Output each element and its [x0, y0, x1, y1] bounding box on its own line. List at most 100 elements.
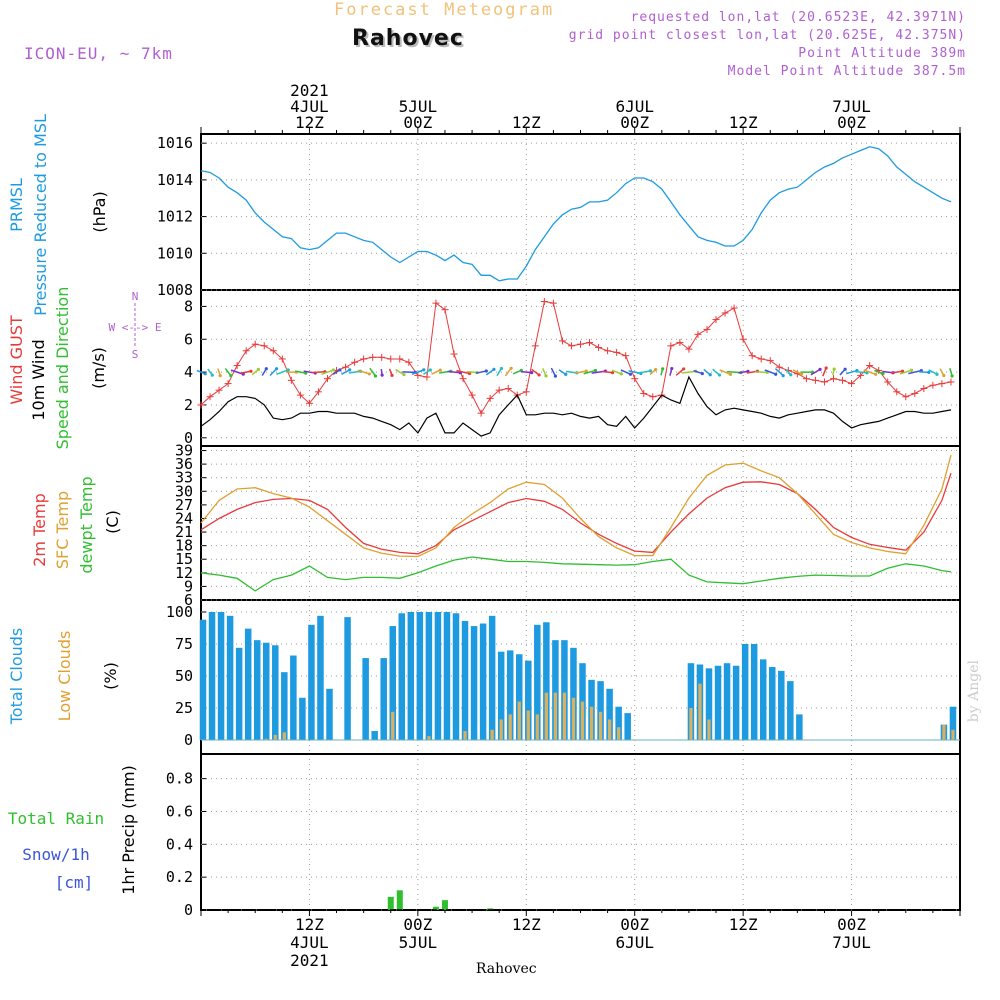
wind-arrow-head — [584, 369, 588, 373]
wind-direction-arrow — [899, 369, 912, 375]
y-tick-label: 39 — [175, 442, 193, 460]
wind-arrow-head — [537, 373, 541, 377]
top-time-label: 2021 — [290, 81, 329, 100]
wind-arrow-head — [390, 373, 394, 377]
temp-2m-line — [200, 472, 952, 555]
total-cloud-bar — [199, 619, 207, 740]
wind-arrow-head — [935, 372, 939, 376]
total-cloud-bar — [741, 644, 749, 740]
bottom-time-label: 12Z — [729, 915, 758, 934]
wind-arrow-head — [509, 366, 513, 370]
wind-arrow-head — [927, 370, 931, 374]
y-tick-label: 2 — [184, 396, 193, 414]
low-cloud-bar — [544, 692, 548, 740]
wind-arrow-head — [438, 368, 442, 372]
wind-arrow-head — [373, 374, 378, 378]
y-tick-label: 0.6 — [166, 802, 193, 820]
low-cloud-bar — [562, 692, 567, 740]
y-tick-label: 0 — [184, 901, 193, 919]
wind-arrow-head — [499, 366, 504, 371]
bottom-time-label: 00Z — [620, 915, 649, 934]
top-time-label: 6JUL — [615, 97, 654, 116]
wind-arrow-head — [717, 373, 722, 377]
wind-direction-arrow — [241, 370, 252, 374]
label-pressure-reduced: Pressure Reduced to MSL — [31, 114, 50, 316]
wind-arrow-head — [422, 368, 426, 372]
wind-arrow-head — [708, 373, 712, 377]
wind-arrow-head — [218, 374, 222, 378]
wind-arrow-head — [700, 371, 704, 376]
label-ms: (m/s) — [89, 347, 108, 389]
total-cloud-bar — [768, 667, 776, 740]
total-cloud-bar — [434, 612, 442, 740]
wind-arrow-head — [367, 372, 371, 376]
wind-arrow-head — [950, 374, 954, 378]
label-total-rain: Total Rain — [8, 809, 104, 828]
top-time-label: 00Z — [403, 113, 432, 132]
wind-arrow-head — [428, 368, 432, 372]
low-cloud-bar — [942, 724, 946, 740]
total-cloud-bar — [506, 650, 514, 740]
wind-direction-arrow — [810, 368, 821, 376]
bottom-time-label: 12Z — [295, 915, 324, 934]
wind-arrow-head — [774, 372, 778, 376]
wind-arrow-head — [843, 367, 847, 371]
y-tick-label: 8 — [184, 297, 193, 315]
y-tick-label: 21 — [175, 523, 193, 541]
footer-location: Rahovec — [476, 961, 537, 977]
y-tick-label: 0.8 — [166, 770, 193, 788]
top-time-label: 12Z — [729, 113, 758, 132]
label-snow-unit: [cm] — [55, 873, 94, 892]
wind-arrow-head — [210, 373, 214, 377]
wind-arrow-head — [553, 374, 558, 378]
wind-direction-arrow — [357, 369, 370, 375]
y-tick-label: 75 — [175, 635, 193, 653]
wind-arrow-head — [728, 372, 733, 376]
wind-direction-arrow — [467, 370, 478, 374]
total-cloud-bar — [389, 626, 397, 740]
total-cloud-bar — [515, 654, 523, 740]
pressure-line — [200, 146, 952, 282]
total-cloud-bar — [262, 642, 270, 740]
total-cloud-bar — [371, 731, 378, 740]
bottom-time-label: 12Z — [512, 915, 541, 934]
total-cloud-bar — [407, 612, 415, 740]
y-tick-label: 1010 — [157, 244, 193, 262]
model-name: ICON-EU, ~ 7km — [24, 44, 173, 63]
y-tick-label: 12 — [175, 564, 193, 582]
total-cloud-bar — [281, 672, 288, 740]
low-cloud-bar — [499, 719, 503, 740]
top-time-label: 4JUL — [290, 97, 329, 116]
point-altitude: Point Altitude 389m — [798, 46, 966, 61]
wind-arrow-head — [781, 374, 785, 378]
wind-arrow-head — [789, 373, 793, 377]
y-tick-label: 0.2 — [166, 868, 193, 886]
y-tick-label: 9 — [184, 577, 193, 595]
y-tick-label: 50 — [175, 667, 193, 685]
total-cloud-bar — [525, 660, 532, 740]
bottom-time-label: 2021 — [290, 951, 329, 970]
total-cloud-bar — [543, 622, 550, 740]
y-tick-label: 1016 — [157, 134, 193, 152]
wind-direction-arrow — [602, 370, 613, 374]
wind-arrow-head — [286, 368, 290, 372]
wind-arrow-head — [484, 369, 488, 373]
wind-arrow-head — [818, 367, 822, 371]
low-cloud-bar — [526, 710, 530, 740]
wind-arrow-head — [468, 371, 472, 376]
y-tick-label: 100 — [166, 603, 193, 621]
low-cloud-bar — [391, 711, 395, 740]
compass-south: S — [132, 348, 139, 361]
wind-arrow-head — [881, 372, 885, 376]
total-cloud-bar — [398, 613, 406, 740]
low-cloud-bar — [617, 727, 621, 740]
y-tick-label: 18 — [175, 537, 193, 555]
bottom-time-label: 00Z — [403, 915, 432, 934]
wind-arrow-head — [648, 369, 653, 373]
low-cloud-bar — [508, 714, 512, 740]
low-cloud-bar — [589, 706, 594, 740]
wind-arrow-head — [348, 368, 352, 372]
bottom-time-label: 5JUL — [399, 933, 438, 952]
wind-arrow-head — [593, 368, 598, 373]
wind-arrow-head — [338, 368, 342, 372]
